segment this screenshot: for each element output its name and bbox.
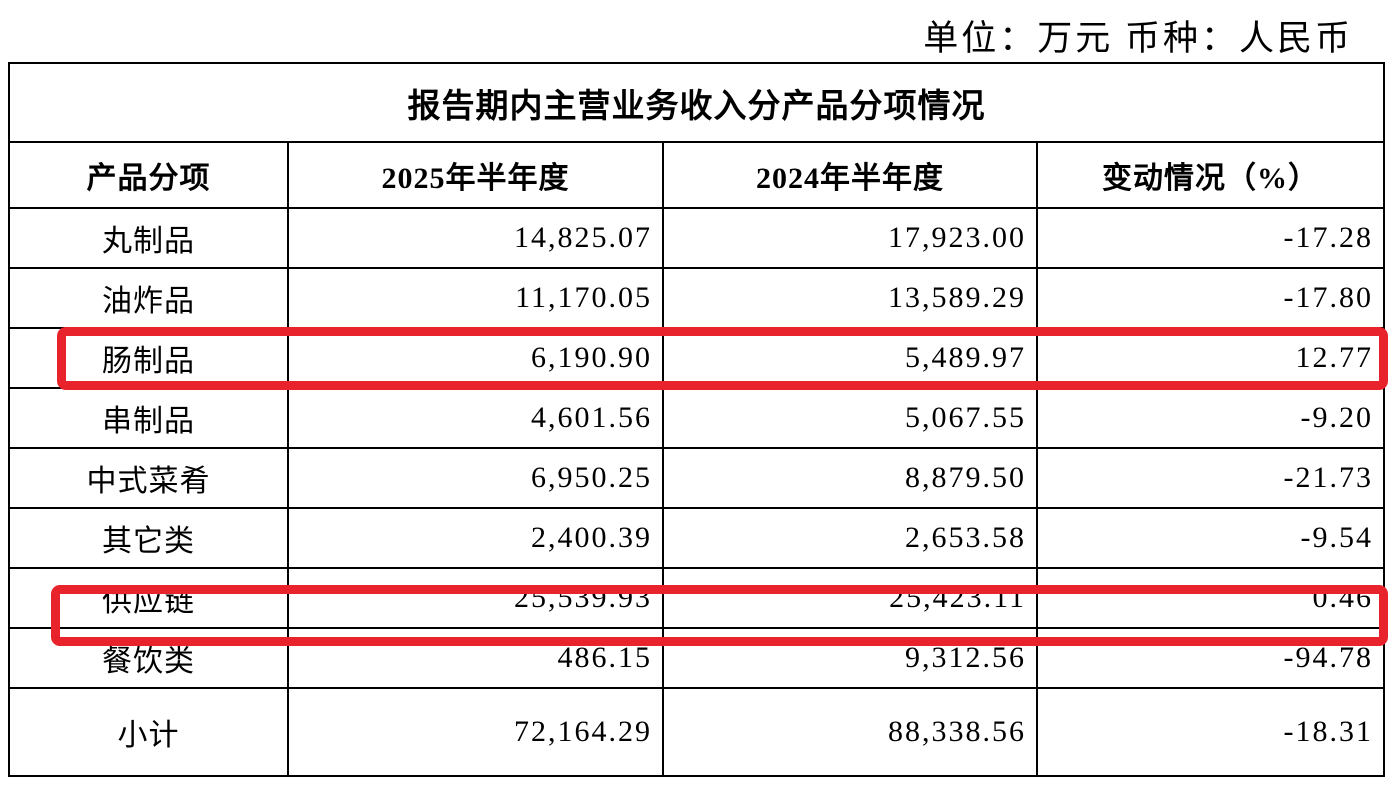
- value-2024-cell: 25,423.11: [662, 567, 1038, 629]
- value-2025-cell: 6,950.25: [287, 447, 664, 509]
- table-row-zhongshicaiyao: 中式菜肴 6,950.25 8,879.50 -21.73: [8, 447, 1385, 509]
- value-2024-cell: 8,879.50: [662, 447, 1038, 509]
- change-cell: -21.73: [1036, 447, 1385, 509]
- revenue-by-product-table: 报告期内主营业务收入分产品分项情况 产品分项 2025年半年度 2024年半年度…: [8, 62, 1385, 777]
- value-2025-cell: 6,190.90: [287, 327, 664, 389]
- column-header-2025-half-year: 2025年半年度: [287, 141, 664, 209]
- value-2024-cell: 17,923.00: [662, 207, 1038, 269]
- change-cell: -94.78: [1036, 627, 1385, 689]
- table-row-subtotal: 小计 72,164.29 88,338.56 -18.31: [8, 687, 1385, 777]
- value-2024-cell: 5,067.55: [662, 387, 1038, 449]
- value-2024-cell: 2,653.58: [662, 507, 1038, 569]
- change-cell: -17.80: [1036, 267, 1385, 329]
- table-row-canyinlei: 餐饮类 486.15 9,312.56 -94.78: [8, 627, 1385, 689]
- product-cell: 其它类: [8, 507, 289, 569]
- column-header-product: 产品分项: [8, 141, 289, 209]
- value-2024-cell: 5,489.97: [662, 327, 1038, 389]
- product-cell: 中式菜肴: [8, 447, 289, 509]
- change-cell: 0.46: [1036, 567, 1385, 629]
- change-cell: -9.54: [1036, 507, 1385, 569]
- table-row-gongyinglian-highlighted: 供应链 25,539.93 25,423.11 0.46: [8, 567, 1385, 629]
- value-2025-cell: 14,825.07: [287, 207, 664, 269]
- product-cell: 串制品: [8, 387, 289, 449]
- unit-currency-note: 单位：万元 币种：人民币: [923, 19, 1353, 58]
- product-cell: 餐饮类: [8, 627, 289, 689]
- change-cell: 12.77: [1036, 327, 1385, 389]
- change-cell: -17.28: [1036, 207, 1385, 269]
- value-2024-cell: 9,312.56: [662, 627, 1038, 689]
- product-cell: 油炸品: [8, 267, 289, 329]
- table-row-youzhapin: 油炸品 11,170.05 13,589.29 -17.80: [8, 267, 1385, 329]
- column-header-2024-half-year: 2024年半年度: [662, 141, 1038, 209]
- value-2025-cell: 25,539.93: [287, 567, 664, 629]
- table-row-qitalei: 其它类 2,400.39 2,653.58 -9.54: [8, 507, 1385, 569]
- change-cell: -18.31: [1036, 687, 1385, 777]
- table-row-wanzhipin: 丸制品 14,825.07 17,923.00 -17.28: [8, 207, 1385, 269]
- table-header-row: 产品分项 2025年半年度 2024年半年度 变动情况（%）: [8, 141, 1385, 209]
- table-row-changzhipin-highlighted: 肠制品 6,190.90 5,489.97 12.77: [8, 327, 1385, 389]
- table-title-row: 报告期内主营业务收入分产品分项情况: [8, 62, 1385, 143]
- value-2025-cell: 72,164.29: [287, 687, 664, 777]
- product-cell: 肠制品: [8, 327, 289, 389]
- value-2025-cell: 4,601.56: [287, 387, 664, 449]
- value-2025-cell: 2,400.39: [287, 507, 664, 569]
- column-header-change-percent: 变动情况（%）: [1036, 141, 1385, 209]
- table-row-chuanzhipin: 串制品 4,601.56 5,067.55 -9.20: [8, 387, 1385, 449]
- product-cell: 供应链: [8, 567, 289, 629]
- product-cell: 小计: [8, 687, 289, 777]
- change-cell: -9.20: [1036, 387, 1385, 449]
- table-title: 报告期内主营业务收入分产品分项情况: [8, 62, 1385, 143]
- value-2024-cell: 13,589.29: [662, 267, 1038, 329]
- value-2025-cell: 486.15: [287, 627, 664, 689]
- product-cell: 丸制品: [8, 207, 289, 269]
- value-2024-cell: 88,338.56: [662, 687, 1038, 777]
- value-2025-cell: 11,170.05: [287, 267, 664, 329]
